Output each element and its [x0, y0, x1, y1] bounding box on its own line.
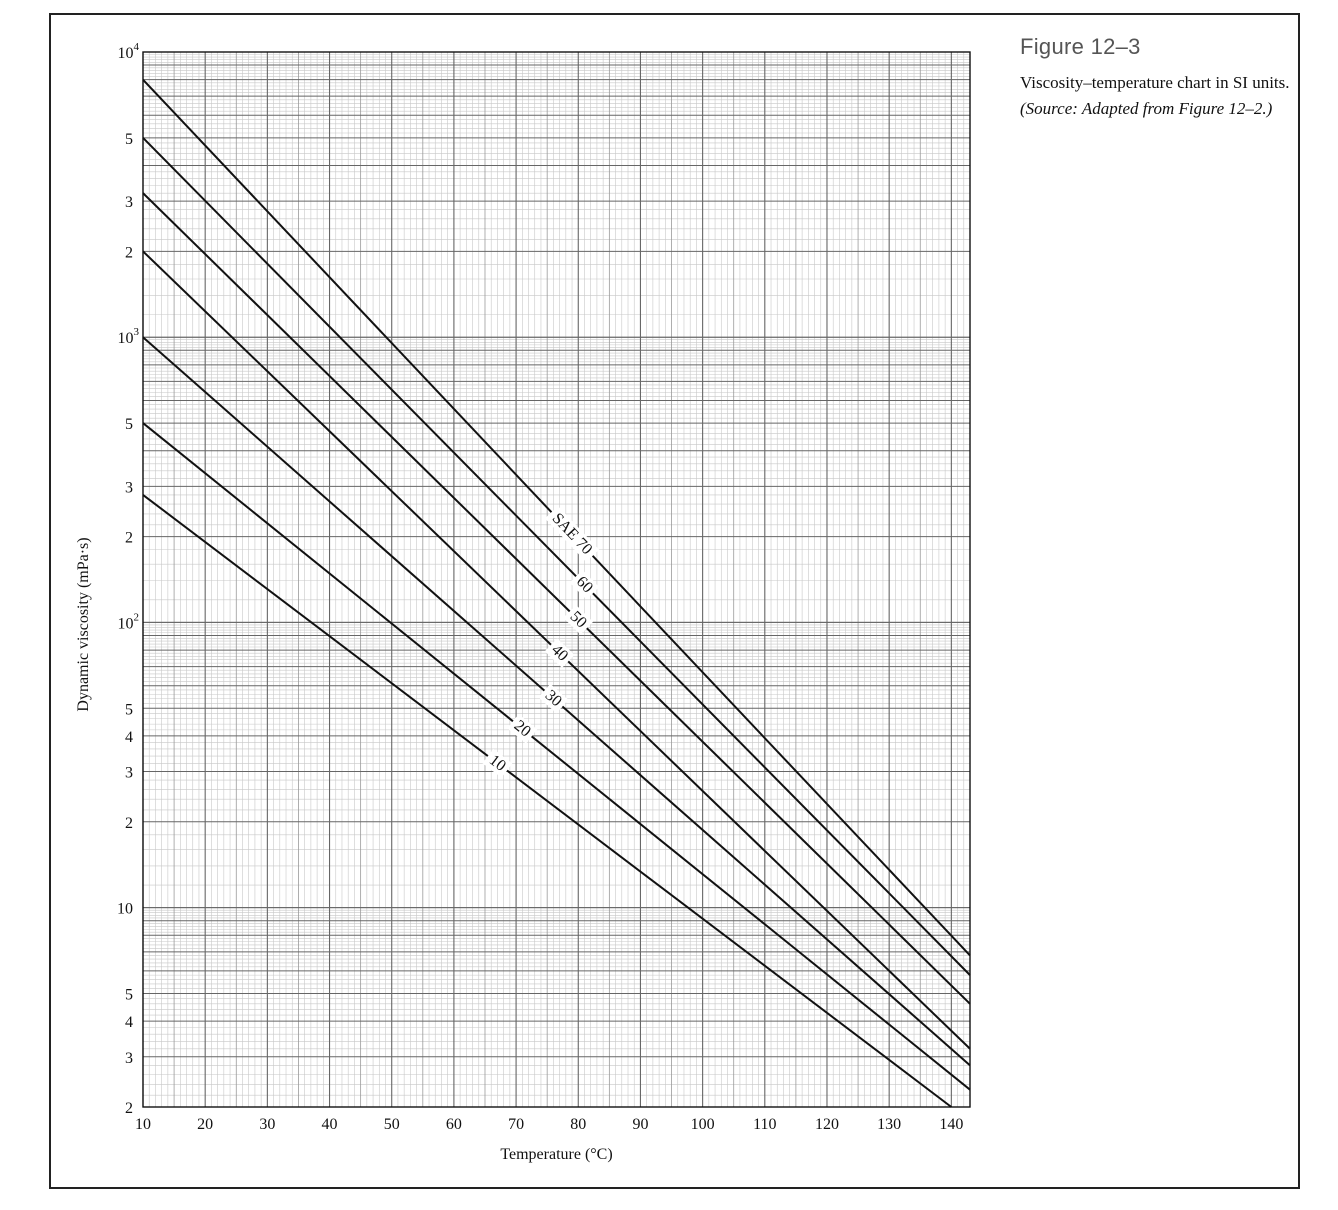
- x-tick-label: 20: [197, 1116, 213, 1133]
- x-tick-label: 130: [877, 1116, 901, 1133]
- y-tick-base: 10: [118, 45, 134, 62]
- y-tick-base: 5: [125, 131, 133, 148]
- major-grid: [142, 51, 970, 1108]
- y-tick-label: 4: [125, 729, 133, 746]
- x-tick-label: 100: [691, 1116, 715, 1133]
- y-tick-base: 4: [125, 729, 133, 746]
- series-line: [142, 422, 971, 1091]
- y-tick-label: 3: [125, 479, 133, 496]
- y-tick-label: 5: [125, 131, 133, 148]
- y-tick-label: 2: [125, 1100, 133, 1117]
- y-tick-label: 5: [125, 701, 133, 718]
- series-label-group: 50: [563, 604, 594, 635]
- x-tick-label: 50: [384, 1116, 400, 1133]
- y-tick-base: 2: [125, 530, 133, 547]
- series-label-bg: [563, 604, 594, 635]
- caption-main: Viscosity–temperature chart in SI units.: [1020, 73, 1290, 92]
- y-tick-base: 5: [125, 987, 133, 1004]
- series-label-group: 60: [569, 569, 600, 600]
- y-tick-label: 2: [125, 530, 133, 547]
- series-label-bg: [482, 748, 513, 778]
- y-tick-exponent: 3: [134, 326, 140, 338]
- y-tick-label: 10: [117, 901, 133, 918]
- figure-label: Figure 12–3: [1020, 34, 1141, 59]
- x-axis-label: Temperature (°C): [500, 1146, 612, 1163]
- y-tick-base: 5: [125, 416, 133, 433]
- series-label-group: 30: [538, 683, 569, 714]
- y-tick-base: 2: [125, 244, 133, 261]
- y-tick-base: 10: [117, 901, 133, 918]
- series-line: [142, 137, 971, 976]
- series-line: [142, 192, 971, 1005]
- y-tick-base: 3: [125, 1050, 133, 1067]
- x-tick-label: 120: [815, 1116, 839, 1133]
- series-label-group: 40: [544, 638, 575, 668]
- y-tick-exponent: 2: [134, 611, 140, 623]
- y-tick-label: 5: [125, 987, 133, 1004]
- y-tick-exponent: 4: [134, 41, 140, 53]
- caption-source: (Source: Adapted from Figure 12–2.): [1020, 99, 1273, 118]
- y-tick-label: 3: [125, 1050, 133, 1067]
- series-label-bg: [538, 683, 569, 714]
- y-tick-label: 102: [118, 611, 140, 632]
- y-tick-base: 10: [118, 615, 134, 632]
- y-tick-base: 3: [125, 479, 133, 496]
- y-tick-label: 4: [125, 1014, 133, 1031]
- series-label-bg: [544, 638, 575, 668]
- series-label-bg: [507, 714, 538, 744]
- x-tick-label: 60: [446, 1116, 462, 1133]
- y-tick-label: 3: [125, 765, 133, 782]
- series-line: [142, 494, 952, 1108]
- plot-border: [142, 51, 971, 1108]
- y-tick-label: 104: [118, 41, 140, 62]
- y-tick-label: 5: [125, 416, 133, 433]
- series-label-bg: [544, 505, 600, 562]
- series-label-group: 10: [482, 748, 513, 778]
- y-tick-base: 2: [125, 1100, 133, 1117]
- x-tick-labels: 10 20 30 40 50 60 70 80 90 100 110 120 130 140: [135, 1116, 963, 1133]
- x-tick-label: 90: [632, 1116, 648, 1133]
- y-tick-base: 3: [125, 194, 133, 211]
- series-label-bg: [569, 569, 600, 600]
- y-tick-base: 5: [125, 701, 133, 718]
- figure-frame: [49, 13, 1300, 1189]
- y-tick-base: 10: [118, 330, 134, 347]
- x-tick-label: 110: [753, 1116, 776, 1133]
- figure-caption: Figure 12–3 Viscosity–temperature chart …: [1020, 34, 1300, 122]
- y-tick-base: 2: [125, 815, 133, 832]
- y-tick-label: 2: [125, 244, 133, 261]
- y-tick-label: 3: [125, 194, 133, 211]
- series-label-group: 20: [507, 714, 538, 744]
- y-tick-label: 2: [125, 815, 133, 832]
- x-tick-label: 30: [259, 1116, 275, 1133]
- y-tick-label: 103: [118, 326, 140, 347]
- figure-caption-text: Viscosity–temperature chart in SI units.…: [1020, 70, 1300, 122]
- y-tick-base: 4: [125, 1014, 133, 1031]
- y-axis-label: Dynamic viscosity (mPa·s): [75, 537, 92, 711]
- x-tick-label: 40: [322, 1116, 338, 1133]
- x-tick-label: 70: [508, 1116, 524, 1133]
- y-tick-base: 3: [125, 765, 133, 782]
- x-tick-label: 140: [939, 1116, 963, 1133]
- x-tick-label: 10: [135, 1116, 151, 1133]
- x-tick-label: 80: [570, 1116, 586, 1133]
